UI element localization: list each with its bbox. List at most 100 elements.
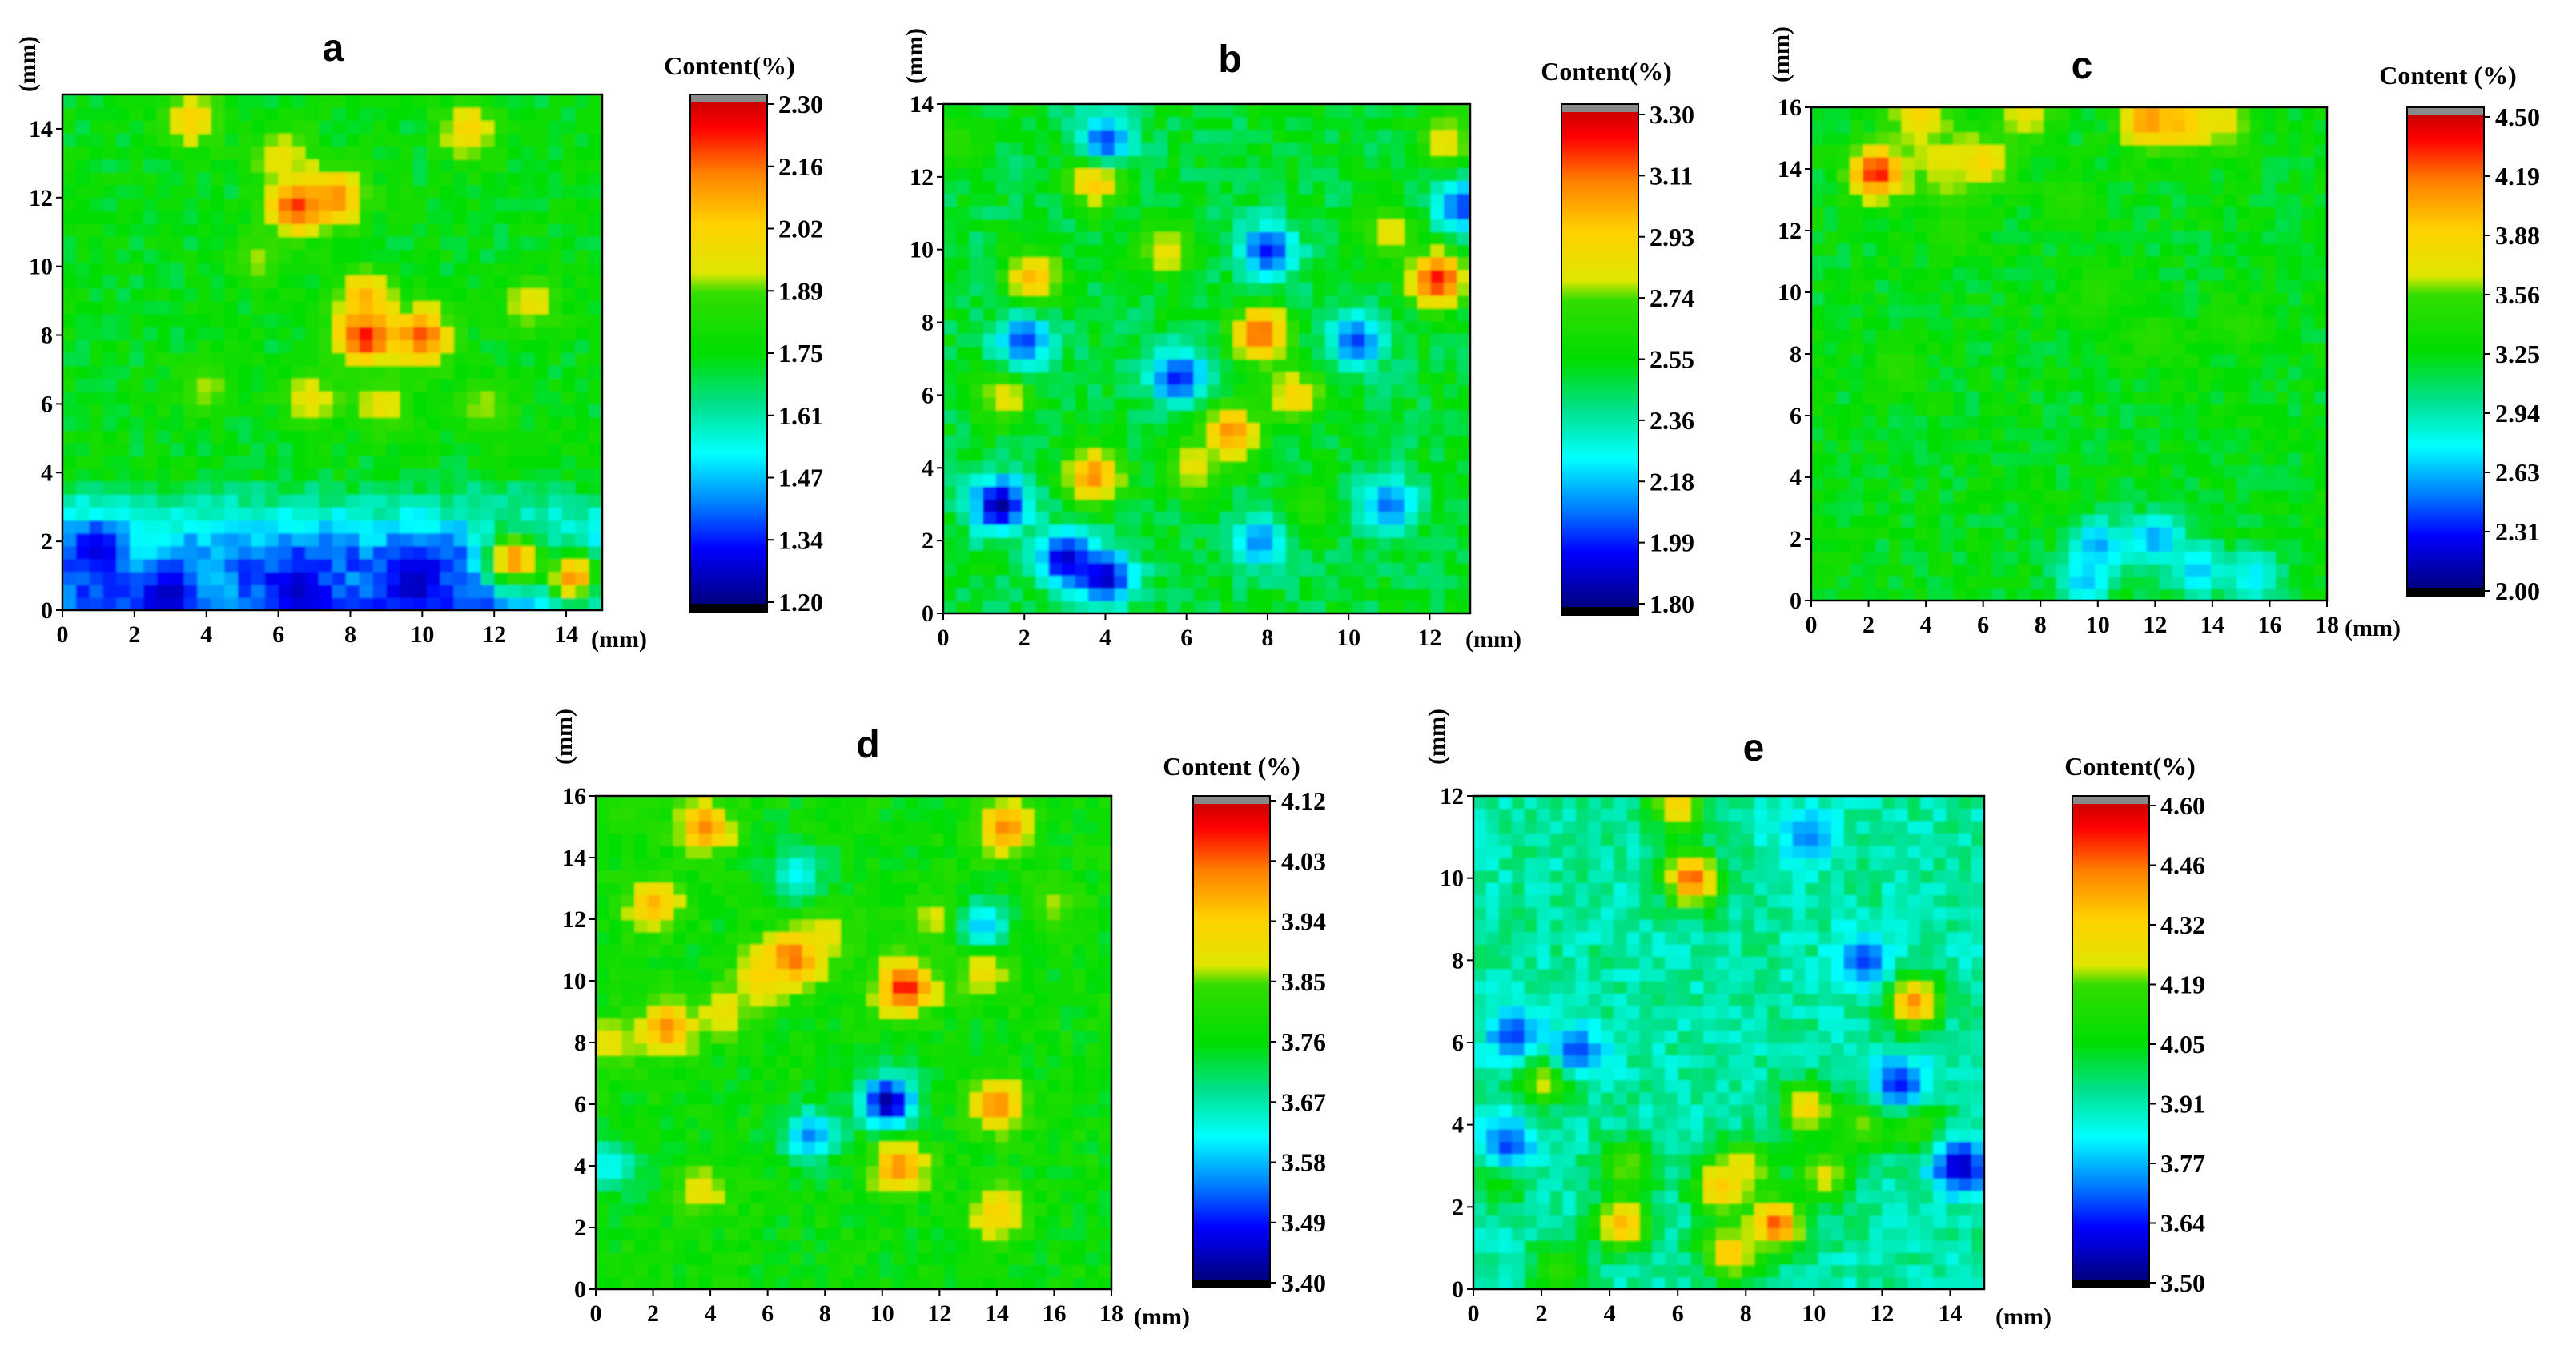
- heatmap-cell: [1220, 448, 1234, 461]
- heatmap-cell: [2017, 243, 2031, 256]
- heatmap-cell: [1325, 193, 1340, 207]
- heatmap-cell: [1075, 460, 1089, 474]
- heatmap-cell: [453, 455, 468, 469]
- heatmap-cell: [1207, 231, 1221, 245]
- heatmap-cell: [2236, 416, 2251, 429]
- heatmap-cell: [2095, 391, 2109, 404]
- heatmap-cell: [575, 481, 589, 495]
- heatmap-cell: [520, 455, 536, 469]
- heatmap-cell: [1811, 440, 1825, 453]
- heatmap-cell: [1417, 448, 1432, 461]
- heatmap-cell: [1940, 231, 1954, 244]
- heatmap-cell: [75, 159, 90, 173]
- heatmap-cell: [2146, 539, 2160, 552]
- heatmap-cell: [1875, 514, 1890, 528]
- heatmap-cell: [2172, 391, 2186, 404]
- heatmap-cell: [170, 352, 185, 366]
- heatmap-cell: [2056, 539, 2070, 552]
- heatmap-cell: [467, 133, 482, 147]
- heatmap-cell: [345, 107, 360, 121]
- heatmap-cell: [170, 210, 185, 224]
- heatmap-cell: [2198, 576, 2212, 589]
- heatmap-cell: [1953, 255, 1967, 268]
- heatmap-cell: [372, 584, 388, 598]
- heatmap-cell: [426, 197, 441, 211]
- heatmap-cell: [413, 378, 428, 392]
- heatmap-cell: [1140, 295, 1155, 309]
- heatmap-cell: [2056, 279, 2070, 293]
- heatmap-cell: [1391, 588, 1405, 601]
- heatmap-cell: [291, 326, 307, 340]
- heatmap-cell: [1009, 104, 1023, 118]
- heatmap-cell: [453, 507, 468, 521]
- heatmap-cell: [238, 468, 252, 482]
- y-axis-unit-a: (mm): [14, 36, 41, 92]
- heatmap-cell: [1180, 601, 1195, 614]
- heatmap-cell: [1101, 384, 1115, 398]
- heatmap-cell: [1417, 524, 1432, 538]
- heatmap-cell: [1338, 155, 1352, 169]
- heatmap-cell: [995, 142, 1011, 156]
- heatmap-cell: [224, 197, 239, 211]
- heatmap-cell: [372, 416, 388, 431]
- heatmap-cell: [1979, 156, 1993, 170]
- heatmap-cell: [561, 236, 577, 250]
- heatmap-cell: [534, 584, 549, 598]
- heatmap-cell: [548, 313, 563, 327]
- heatmap-cell: [2288, 169, 2302, 183]
- heatmap-cell: [1101, 219, 1115, 232]
- heatmap-cell: [1193, 536, 1208, 551]
- heatmap-cell: [1901, 563, 1915, 577]
- heatmap-cell: [2120, 279, 2135, 293]
- heatmap-cell: [305, 249, 319, 263]
- heatmap-cell: [1338, 486, 1352, 500]
- heatmap-cell: [575, 210, 589, 224]
- heatmap-cells-b: [943, 104, 1471, 614]
- heatmap-cell: [1391, 448, 1405, 461]
- heatmap-cell: [264, 210, 279, 224]
- heatmap-cell: [1966, 119, 1980, 133]
- heatmap-cell: [1114, 371, 1129, 385]
- heatmap-cell: [251, 507, 266, 521]
- heatmap-cell: [2224, 464, 2238, 478]
- heatmap-cell: [2159, 329, 2173, 343]
- heatmap-cell: [1444, 498, 1458, 512]
- heatmap-cell: [2275, 316, 2289, 330]
- heatmap-cell: [467, 378, 482, 392]
- heatmap-cell: [2159, 218, 2173, 231]
- heatmap-cell: [1048, 562, 1063, 577]
- heatmap-cell: [372, 455, 388, 469]
- heatmap-cell: [2301, 292, 2315, 306]
- heatmap-cell: [1875, 144, 1890, 158]
- heatmap-cell: [224, 159, 239, 173]
- heatmap-cell: [1824, 452, 1838, 466]
- colorbar-over-cap: [690, 94, 767, 102]
- panel-title-c: c: [2072, 45, 2093, 87]
- heatmap-cell: [2146, 551, 2160, 565]
- heatmap-cell: [561, 455, 577, 469]
- heatmap-cell: [453, 94, 468, 108]
- heatmap-cell: [2275, 428, 2289, 441]
- heatmap-cell: [1193, 396, 1208, 411]
- heatmap-cell: [508, 210, 522, 224]
- heatmap-cell: [156, 429, 171, 444]
- heatmap-cell: [2198, 206, 2212, 219]
- heatmap-cell: [386, 468, 401, 482]
- heatmap-cell: [1325, 180, 1340, 195]
- heatmap-cell: [1338, 104, 1352, 118]
- heatmap-cell: [1837, 514, 1851, 528]
- heatmap-cell: [494, 571, 508, 585]
- heatmap-cell: [1127, 307, 1142, 322]
- heatmap-cell: [1927, 539, 1941, 552]
- heatmap-cell: [2069, 539, 2083, 552]
- heatmap-cell: [2043, 255, 2057, 268]
- heatmap-cell: [1966, 452, 1980, 466]
- heatmap-cell: [1101, 549, 1115, 564]
- heatmap-cell: [1312, 142, 1326, 156]
- heatmap-cell: [943, 142, 958, 156]
- heatmap-cell: [2211, 391, 2224, 404]
- heatmap-cell: [1837, 452, 1851, 466]
- heatmap-cell: [1167, 460, 1181, 474]
- heatmap-cell: [453, 352, 468, 366]
- heatmap-cell: [2017, 416, 2031, 429]
